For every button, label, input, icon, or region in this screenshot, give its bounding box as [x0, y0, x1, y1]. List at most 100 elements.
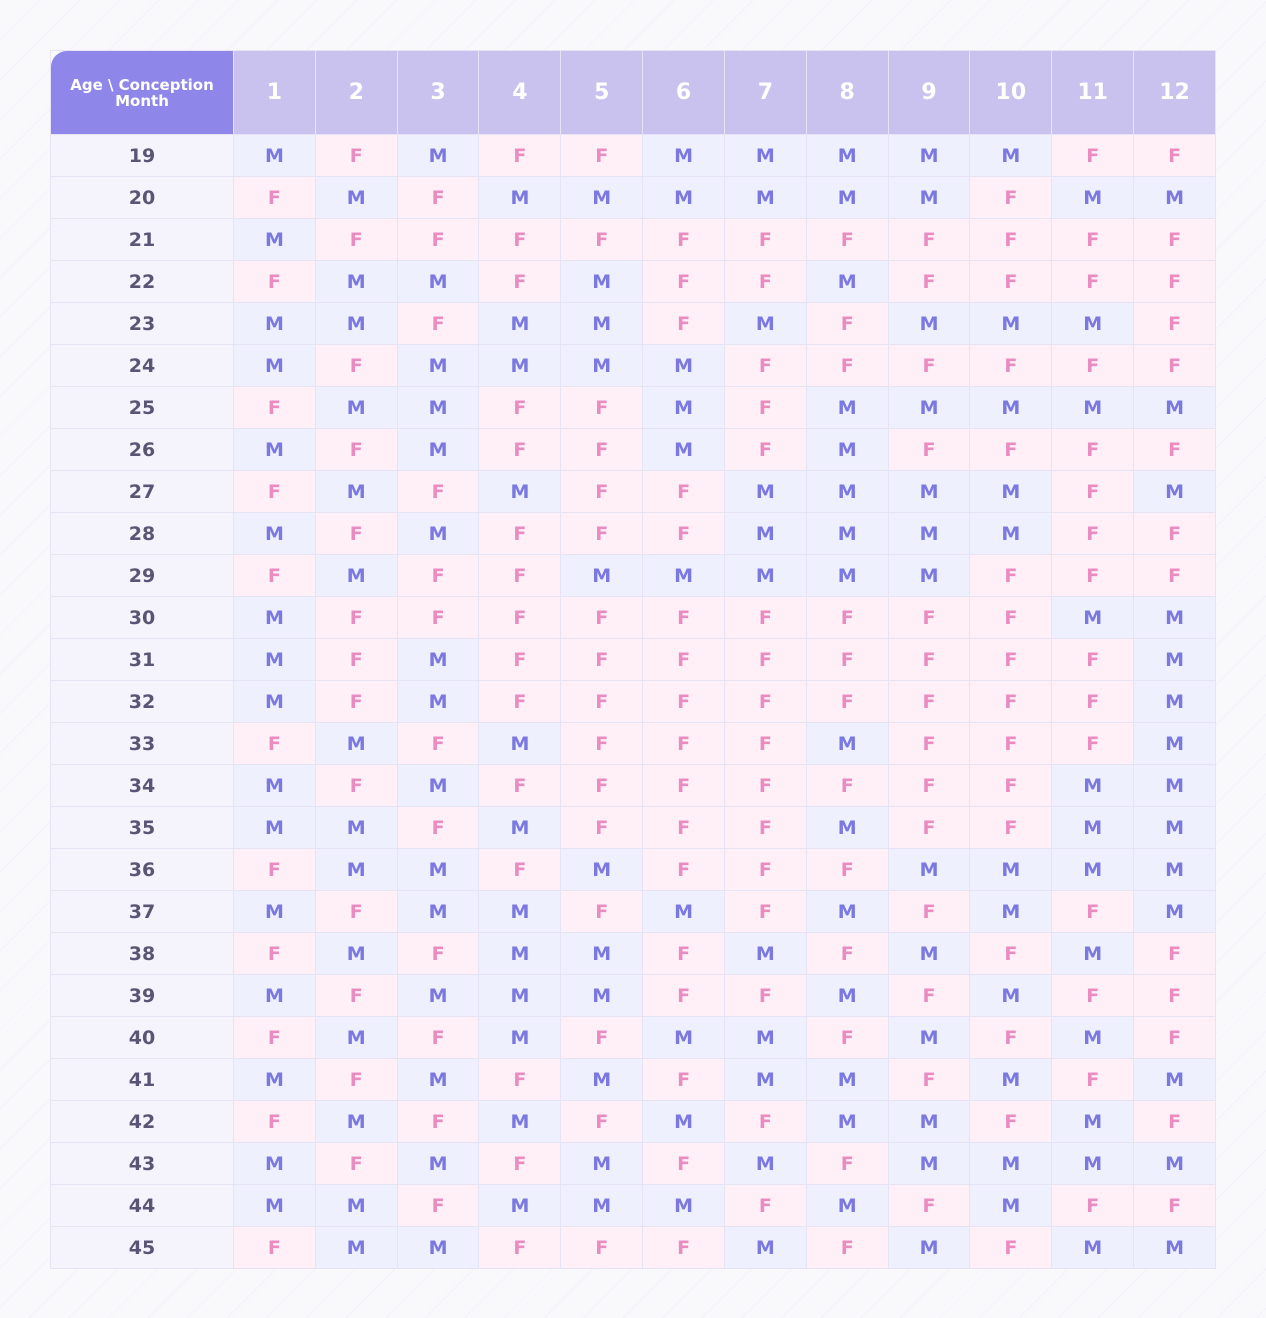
female-cell: F	[642, 1142, 725, 1185]
male-cell: M	[314, 932, 398, 975]
table-row: 32 M F M F F F F F F F F M	[50, 680, 1216, 723]
female-cell: F	[723, 218, 807, 261]
female-cell: F	[1051, 344, 1135, 387]
female-cell: F	[1051, 554, 1135, 597]
male-cell: M	[805, 470, 889, 513]
age-cell: 45	[50, 1226, 234, 1269]
female-cell: F	[723, 260, 807, 303]
female-cell: F	[396, 554, 480, 597]
male-cell: M	[560, 974, 644, 1017]
male-cell: M	[1133, 386, 1216, 429]
male-cell: M	[642, 1100, 725, 1143]
male-cell: M	[233, 344, 316, 387]
female-cell: F	[969, 806, 1053, 849]
female-cell: F	[723, 596, 807, 639]
male-cell: M	[805, 134, 889, 177]
female-cell: F	[887, 638, 971, 681]
male-cell: M	[396, 764, 480, 807]
male-cell: M	[1051, 848, 1135, 891]
male-cell: M	[1133, 764, 1216, 807]
female-cell: F	[314, 1142, 398, 1185]
female-cell: F	[233, 554, 316, 597]
female-cell: F	[478, 1142, 562, 1185]
male-cell: M	[233, 134, 316, 177]
female-cell: F	[887, 806, 971, 849]
male-cell: M	[233, 428, 316, 471]
age-cell: 24	[50, 344, 234, 387]
female-cell: F	[969, 932, 1053, 975]
male-cell: M	[233, 1142, 316, 1185]
female-cell: F	[642, 932, 725, 975]
female-cell: F	[723, 848, 807, 891]
female-cell: F	[478, 386, 562, 429]
female-cell: F	[969, 176, 1053, 219]
male-cell: M	[1133, 1058, 1216, 1101]
age-cell: 32	[50, 680, 234, 723]
female-cell: F	[1051, 1058, 1135, 1101]
female-cell: F	[1133, 134, 1216, 177]
female-cell: F	[478, 848, 562, 891]
female-cell: F	[805, 932, 889, 975]
female-cell: F	[1133, 512, 1216, 555]
male-cell: M	[396, 1058, 480, 1101]
male-cell: M	[723, 134, 807, 177]
female-cell: F	[969, 638, 1053, 681]
male-cell: M	[887, 1016, 971, 1059]
age-cell: 21	[50, 218, 234, 261]
male-cell: M	[805, 554, 889, 597]
age-cell: 23	[50, 302, 234, 345]
female-cell: F	[560, 1226, 644, 1269]
female-cell: F	[805, 1142, 889, 1185]
male-cell: M	[314, 1016, 398, 1059]
age-cell: 29	[50, 554, 234, 597]
male-cell: M	[642, 890, 725, 933]
male-cell: M	[723, 1016, 807, 1059]
female-cell: F	[314, 218, 398, 261]
male-cell: M	[723, 302, 807, 345]
female-cell: F	[396, 1016, 480, 1059]
male-cell: M	[560, 260, 644, 303]
male-cell: M	[1051, 1016, 1135, 1059]
male-cell: M	[478, 974, 562, 1017]
female-cell: F	[478, 428, 562, 471]
age-cell: 34	[50, 764, 234, 807]
table-row: 42 F M F M F M F M M F M F	[50, 1100, 1216, 1143]
female-cell: F	[478, 764, 562, 807]
female-cell: F	[314, 890, 398, 933]
female-cell: F	[1051, 218, 1135, 261]
female-cell: F	[233, 722, 316, 765]
female-cell: F	[969, 1226, 1053, 1269]
female-cell: F	[969, 218, 1053, 261]
male-cell: M	[887, 1226, 971, 1269]
female-cell: F	[642, 470, 725, 513]
female-cell: F	[1051, 512, 1135, 555]
male-cell: M	[314, 554, 398, 597]
male-cell: M	[560, 1184, 644, 1227]
male-cell: M	[396, 1226, 480, 1269]
male-cell: M	[642, 554, 725, 597]
male-cell: M	[478, 176, 562, 219]
female-cell: F	[642, 764, 725, 807]
table-row: 37 M F M M F M F M F M F M	[50, 890, 1216, 933]
female-cell: F	[642, 638, 725, 681]
female-cell: F	[642, 512, 725, 555]
male-cell: M	[396, 344, 480, 387]
female-cell: F	[887, 890, 971, 933]
female-cell: F	[723, 428, 807, 471]
male-cell: M	[233, 512, 316, 555]
female-cell: F	[314, 596, 398, 639]
male-cell: M	[560, 302, 644, 345]
table-row: 19 M F M F F M M M M M F F	[50, 134, 1216, 177]
male-cell: M	[396, 890, 480, 933]
female-cell: F	[969, 722, 1053, 765]
male-cell: M	[805, 1058, 889, 1101]
female-cell: F	[560, 890, 644, 933]
female-cell: F	[1051, 1184, 1135, 1227]
female-cell: F	[805, 764, 889, 807]
female-cell: F	[560, 638, 644, 681]
month-header: 6	[642, 50, 725, 135]
female-cell: F	[969, 1100, 1053, 1143]
female-cell: F	[1051, 638, 1135, 681]
male-cell: M	[233, 302, 316, 345]
age-cell: 19	[50, 134, 234, 177]
